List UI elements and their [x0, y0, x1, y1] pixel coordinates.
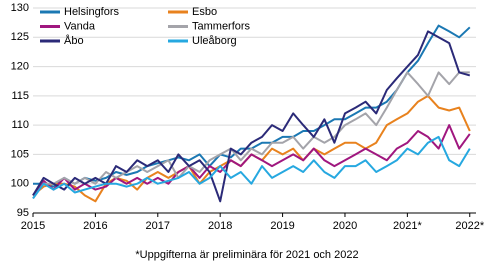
- legend-label: Åbo: [64, 34, 84, 47]
- y-tick-label: 115: [11, 90, 29, 102]
- series-line: [32, 124, 471, 196]
- series-line: [33, 24, 471, 188]
- y-tick-label: 100: [11, 178, 29, 190]
- y-tick-label: 110: [11, 119, 29, 131]
- legend-label: Esbo: [192, 6, 217, 18]
- legend-label: Uleåborg: [192, 35, 237, 47]
- legend-label: Helsingfors: [64, 6, 120, 18]
- series-line: [32, 30, 471, 203]
- legend-label: Tammerfors: [192, 20, 251, 32]
- series-line: [32, 135, 471, 199]
- x-tick-label: 2019: [270, 220, 294, 232]
- y-tick-label: 125: [11, 31, 29, 43]
- x-tick-label: 2021*: [393, 220, 422, 232]
- y-tick-label: 120: [11, 60, 29, 72]
- x-tick-label: 2017: [146, 220, 170, 232]
- series-line: [32, 71, 470, 199]
- x-tick-label: 2018: [208, 220, 232, 232]
- x-tick-label: 2016: [83, 220, 107, 232]
- legend-label: Vanda: [64, 20, 96, 32]
- footnote: *Uppgifterna är preliminära för 2021 och…: [135, 249, 358, 261]
- y-tick-label: 105: [11, 148, 29, 160]
- x-tick-label: 2015: [21, 220, 45, 232]
- x-tick-label: 2020: [333, 220, 357, 232]
- y-tick-label: 95: [17, 207, 29, 219]
- y-tick-label: 130: [11, 2, 29, 14]
- x-tick-label: 2022*: [455, 220, 484, 232]
